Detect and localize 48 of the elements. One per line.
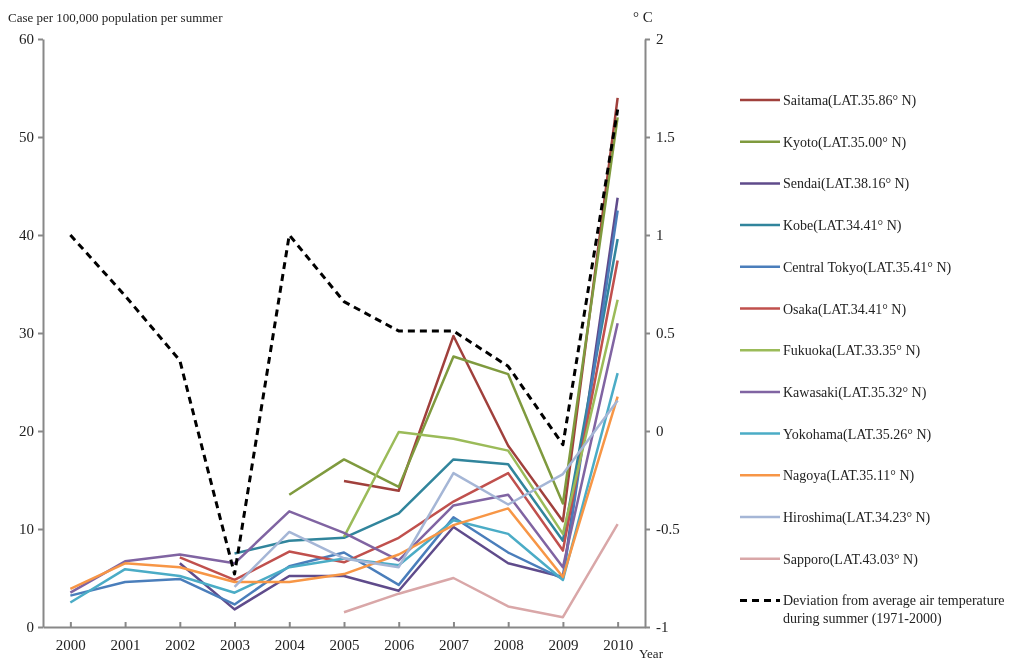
line-series (68, 108, 620, 576)
x-tick-label: 2008 (493, 636, 524, 653)
y-tick-label: 10 (19, 521, 34, 538)
line-series (288, 116, 619, 505)
y2-tick-label: 0.5 (656, 325, 675, 342)
legend-label: Kyoto(LAT.35.00° N) (783, 134, 907, 151)
line-series (69, 321, 619, 594)
y-tick-label: 0 (26, 619, 34, 636)
legend-label: Yokohama(LAT.35.26° N) (783, 426, 932, 443)
x-tick-label: 2005 (329, 636, 360, 653)
x-tick-label: 2000 (55, 636, 86, 653)
y2-tick-label: 1 (656, 227, 664, 244)
y-tick-label: 40 (19, 227, 34, 244)
y2-tick-label: 1.5 (656, 129, 675, 146)
legend-label: Central Tokyo(LAT.35.41° N) (783, 259, 952, 276)
legend-label: Osaka(LAT.34.41° N) (783, 301, 907, 318)
y-tick-label: 60 (19, 31, 34, 48)
y2-tick-label: -0.5 (656, 521, 680, 538)
line-series (342, 522, 619, 619)
legend-label: Saitama(LAT.35.86° N) (783, 93, 917, 109)
line-series (342, 298, 619, 539)
x-tick-label: 2010 (603, 636, 634, 653)
x-tick-label: 2003 (220, 636, 251, 653)
legend-label: Nagoya(LAT.35.11° N) (783, 468, 915, 485)
y2-tick-label: 2 (656, 31, 664, 48)
legend-label: Fukuoka(LAT.33.35° N) (783, 343, 921, 360)
line-series (233, 399, 619, 589)
y-tick-label: 30 (19, 325, 34, 342)
y2-axis-title: ° C (633, 9, 653, 25)
legend-label: Kawasaki(LAT.35.32° N) (783, 384, 927, 401)
legend-label: Deviation from average air temperature during summer (1971-2000) (783, 593, 1005, 628)
y-tick-label: 20 (19, 423, 34, 440)
y-tick-label: 50 (19, 129, 34, 146)
legend-label: Sendai(LAT.38.16° N) (783, 176, 910, 193)
x-tick-label: 2009 (548, 636, 579, 653)
legend-label: Hiroshima(LAT.34.23° N) (783, 510, 931, 526)
x-axis-title: Year (639, 646, 664, 661)
x-tick-label: 2004 (274, 636, 306, 653)
x-tick-label: 2002 (165, 636, 196, 653)
x-tick-label: 2006 (384, 636, 415, 653)
y-axis-title: Case per 100,000 population per summer (8, 10, 224, 25)
x-tick-label: 2007 (438, 636, 470, 653)
y2-tick-label: 0 (656, 423, 664, 440)
legend-label: Sapporo(LAT.43.03° N) (783, 551, 919, 568)
y2-tick-label: -1 (656, 619, 669, 636)
x-tick-label: 2001 (110, 636, 141, 653)
legend-label: Kobe(LAT.34.41° N) (783, 218, 902, 235)
line-series (69, 395, 619, 591)
